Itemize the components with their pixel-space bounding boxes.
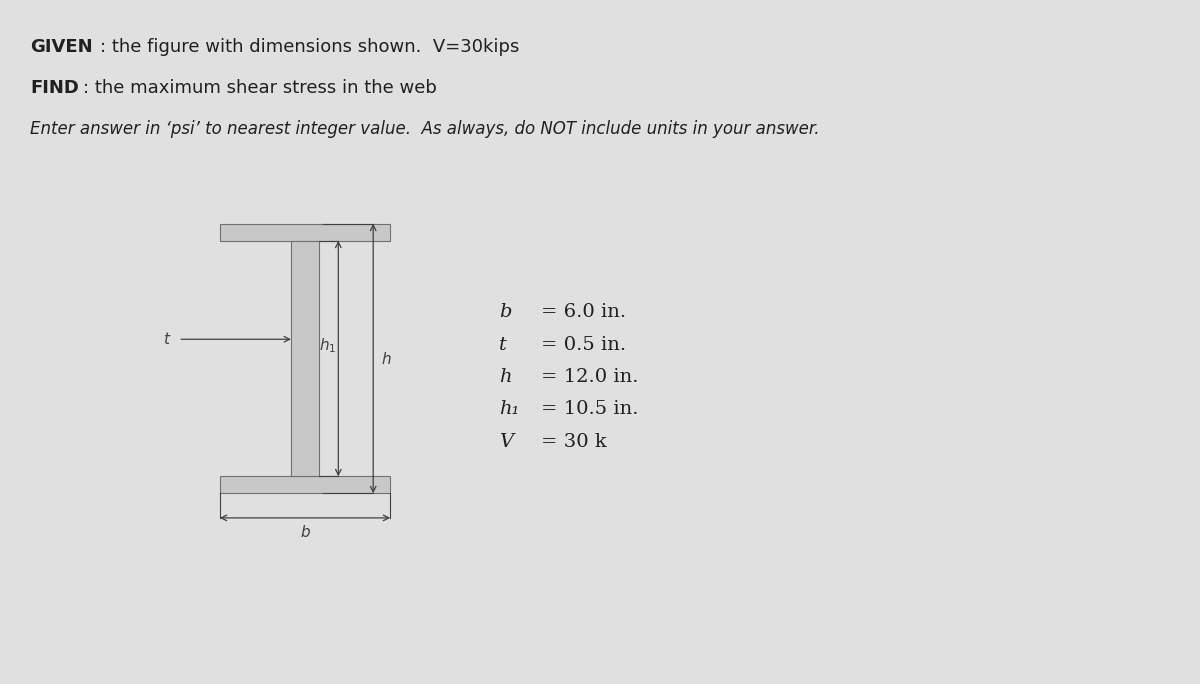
Bar (292, 241, 319, 476)
Text: = 10.5 in.: = 10.5 in. (541, 400, 638, 419)
Text: = 0.5 in.: = 0.5 in. (541, 336, 626, 354)
Text: V: V (499, 433, 512, 451)
Text: $h$: $h$ (380, 350, 391, 367)
Text: = 30 k: = 30 k (541, 433, 607, 451)
Text: = 12.0 in.: = 12.0 in. (541, 368, 638, 386)
Text: = 6.0 in.: = 6.0 in. (541, 303, 626, 321)
Text: : the figure with dimensions shown.  V=30kips: : the figure with dimensions shown. V=30… (100, 38, 518, 55)
Bar (220, 476, 390, 493)
Text: FIND: FIND (30, 79, 79, 96)
Text: GIVEN: GIVEN (30, 38, 92, 55)
Text: $b$: $b$ (300, 524, 311, 540)
Text: $h_1$: $h_1$ (319, 336, 337, 355)
Text: h₁: h₁ (499, 400, 520, 419)
Text: h: h (499, 368, 511, 386)
Text: t: t (499, 336, 506, 354)
Text: Enter answer in ‘psi’ to nearest integer value.  As always, do NOT include units: Enter answer in ‘psi’ to nearest integer… (30, 120, 820, 137)
Text: b: b (499, 303, 511, 321)
Bar (220, 224, 390, 241)
Text: : the maximum shear stress in the web: : the maximum shear stress in the web (83, 79, 437, 96)
Text: $t$: $t$ (163, 331, 172, 347)
